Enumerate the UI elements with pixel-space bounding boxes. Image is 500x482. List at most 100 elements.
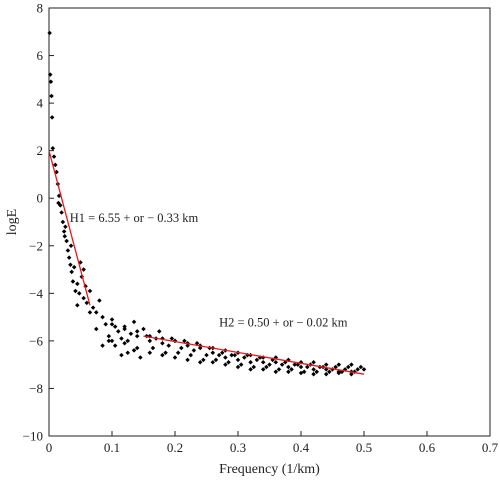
y-axis-title: logE xyxy=(5,209,20,235)
scatter-point xyxy=(138,355,143,360)
scatter-point xyxy=(305,364,310,370)
y-tick-label: −4 xyxy=(29,286,43,301)
scatter-point xyxy=(109,321,115,327)
x-tick-label: 0.4 xyxy=(293,440,310,455)
scatter-point xyxy=(119,336,124,341)
x-tick-label: 0.5 xyxy=(356,440,372,455)
scatter-point xyxy=(286,369,291,375)
scatter-point xyxy=(273,360,279,365)
scatter-point xyxy=(311,360,316,365)
x-tick-label: 0.2 xyxy=(167,440,183,455)
scatter-point xyxy=(242,355,247,360)
scatter-point xyxy=(254,357,260,363)
scatter-point xyxy=(226,360,231,365)
y-tick-label: −8 xyxy=(29,381,43,396)
scatter-point xyxy=(160,341,165,346)
scatter-point xyxy=(179,345,184,351)
scatter-point xyxy=(122,341,127,346)
scatter-point xyxy=(106,333,112,339)
fit-line xyxy=(48,150,91,306)
scatter-point xyxy=(119,352,124,358)
scatter-point xyxy=(219,350,225,356)
scatter-point xyxy=(175,350,181,356)
scatter-point xyxy=(172,355,178,360)
scatter-point xyxy=(314,369,320,375)
scatter-point xyxy=(264,364,269,370)
scatter-point xyxy=(147,338,153,344)
scatter-point xyxy=(248,367,253,372)
scatter-point xyxy=(47,30,52,36)
scatter-point xyxy=(188,352,194,358)
y-tick-label: −10 xyxy=(23,429,43,444)
scatter-point xyxy=(125,338,131,344)
scatter-point xyxy=(51,154,57,159)
x-tick-label: 0.6 xyxy=(419,440,436,455)
scatter-point xyxy=(69,269,74,275)
scatter-point xyxy=(267,362,272,367)
scatter-point xyxy=(336,370,342,376)
scatter-point xyxy=(260,367,266,372)
scatter-point xyxy=(279,362,285,367)
scatter-point xyxy=(71,264,77,270)
scatter-point xyxy=(116,329,121,334)
scatter-point xyxy=(213,357,219,363)
scatter-point xyxy=(49,115,55,120)
scatter-point xyxy=(112,324,118,329)
scatter-point xyxy=(100,314,105,320)
scatter-point xyxy=(68,243,74,249)
scatter-point xyxy=(147,350,153,356)
scatter-point xyxy=(336,362,342,367)
plot-frame xyxy=(48,7,491,437)
scatter-point xyxy=(327,369,332,375)
scatter-point xyxy=(112,343,118,348)
x-tick-label: 0 xyxy=(46,440,53,455)
scatter-point xyxy=(232,352,238,358)
scatter-point xyxy=(73,288,78,294)
scatter-point xyxy=(60,219,66,225)
scatter-point xyxy=(238,362,244,367)
x-tick-label: 0.1 xyxy=(104,440,120,455)
scatter-point xyxy=(298,364,304,370)
y-tick-label: 4 xyxy=(37,96,44,111)
scatter-point xyxy=(109,317,115,322)
ticks: 0 0.1 0.2 0.3 0.4 0.5 0.6 0.7 −10 −8 −6 −4 −2 0 2 4 6 8 xyxy=(23,1,499,456)
scatter-point xyxy=(81,295,86,301)
scatter-point xyxy=(223,355,228,360)
scatter-point xyxy=(50,146,56,151)
scatter-point xyxy=(134,333,140,339)
scatter-point xyxy=(150,345,156,351)
scatter-point xyxy=(64,238,69,244)
scatter-point xyxy=(260,360,266,365)
scatter-point xyxy=(323,371,329,377)
scatter-point xyxy=(75,302,80,308)
scatter-point xyxy=(62,234,68,239)
x-axis-title: Frequency (1/km) xyxy=(219,462,320,477)
scatter-point xyxy=(56,200,61,206)
scatter-point xyxy=(48,79,54,84)
y-tick-label: −6 xyxy=(29,333,43,348)
annotations: H1 = 6.55 + or − 0.33 km H2 = 0.50 + or −… xyxy=(70,211,348,330)
scatter-point xyxy=(87,288,93,294)
scatter-point xyxy=(185,357,190,363)
scatter-point xyxy=(194,341,200,346)
scatter-point xyxy=(358,364,364,370)
scatter-point xyxy=(298,370,304,376)
scatter-point xyxy=(75,281,80,287)
scatter-point xyxy=(66,255,72,260)
scatter-point xyxy=(191,348,197,353)
scatter-point xyxy=(333,364,338,370)
scatter-point xyxy=(251,364,257,370)
y-tick-label: 2 xyxy=(37,143,44,158)
scatter-point xyxy=(141,326,146,332)
fit-annotation: H1 = 6.55 + or − 0.33 km xyxy=(70,211,199,225)
scatter-point xyxy=(90,305,96,310)
y-tick-label: 8 xyxy=(37,1,44,16)
scatter-point xyxy=(122,326,127,332)
fit-line xyxy=(143,335,365,375)
y-tick-label: −2 xyxy=(29,238,43,253)
scatter-point xyxy=(349,362,354,367)
scatter-point xyxy=(169,336,175,341)
scatter-point xyxy=(345,364,351,370)
scatter-point xyxy=(61,229,67,234)
